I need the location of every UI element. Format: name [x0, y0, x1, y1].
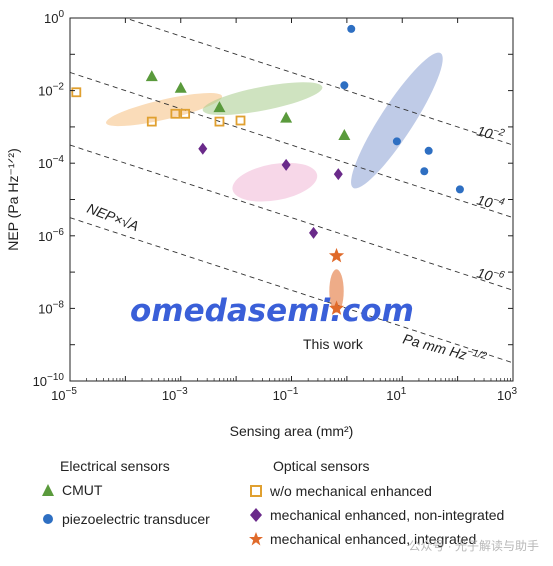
iso-label-2: 10−6	[475, 263, 506, 287]
legend-item-wo: w/o mechanical enhanced	[248, 483, 432, 499]
y-tick-label-1: 10−2	[38, 82, 64, 99]
y-tick-label-2: 10−4	[38, 154, 64, 171]
point-triangle-4	[338, 128, 351, 140]
legend-label-nonint: mechanical enhanced, non-integrated	[270, 507, 505, 523]
point-open-square-0	[71, 87, 82, 98]
y-tick-label-4: 10−8	[38, 299, 64, 316]
point-circle-5	[455, 185, 464, 194]
point-diamond-1	[281, 158, 291, 171]
star-icon	[249, 532, 263, 546]
circle-icon	[43, 514, 53, 524]
x-axis-label: Sensing area (mm²)	[230, 423, 354, 439]
iso-label-1: 10−4	[475, 190, 506, 214]
iso-line-0	[123, 18, 513, 146]
iso-line-3	[70, 217, 513, 364]
legend-item-integ: mechanical enhanced, integrated	[248, 531, 476, 547]
y-tick-label-3: 10−6	[38, 227, 64, 244]
point-star-0	[328, 247, 345, 263]
point-diamond-2	[333, 168, 343, 181]
legend-label-wo: w/o mechanical enhanced	[270, 483, 432, 499]
legend-item-piezo: piezoelectric transducer	[40, 511, 210, 527]
y-tick-label-5: 10−10	[33, 372, 65, 389]
point-open-square-4	[214, 116, 225, 127]
point-circle-4	[424, 146, 433, 155]
point-open-square-1	[146, 116, 157, 127]
region-4	[329, 269, 344, 313]
legend-label-piezo: piezoelectric transducer	[62, 511, 210, 527]
point-open-square-3	[180, 108, 191, 119]
this-work-label: This work	[303, 336, 364, 352]
x-tick-label-1: 10−3	[162, 386, 188, 403]
point-circle-1	[340, 81, 349, 90]
region-2	[351, 52, 443, 189]
legend-header-optical: Optical sensors	[273, 458, 370, 474]
legend-label-integ: mechanical enhanced, integrated	[270, 531, 477, 547]
x-tick-label-2: 10−1	[273, 386, 299, 403]
iso-line-1	[70, 72, 513, 219]
point-circle-2	[392, 137, 401, 146]
point-star-1	[328, 300, 345, 315]
point-triangle-3	[280, 111, 293, 123]
region-3	[232, 162, 318, 202]
open-square-icon	[250, 485, 262, 497]
x-tick-label-4: 103	[497, 386, 517, 403]
point-circle-3	[420, 167, 429, 176]
point-circle-0	[347, 24, 356, 33]
legend-label-cmut: CMUT	[62, 482, 103, 498]
y-axis-label: NEP (Pa Hz⁻¹ᐟ²)	[5, 148, 21, 251]
diamond-icon	[250, 508, 262, 522]
point-open-square-5	[235, 115, 246, 126]
iso-line-2	[70, 144, 513, 291]
point-triangle-1	[174, 81, 187, 93]
legend-item-nonint: mechanical enhanced, non-integrated	[248, 507, 504, 523]
region-1	[202, 82, 323, 116]
iso-label-0: 10−2	[475, 121, 506, 145]
footer-watermark: 公众号 · 光子解读与助手	[408, 539, 539, 553]
x-tick-label-3: 101	[386, 386, 406, 403]
y-tick-label-0: 100	[44, 9, 64, 26]
point-open-square-2	[170, 108, 181, 119]
point-triangle-0	[145, 70, 158, 82]
chart: 10−5 10−3 10−1 101 103 100 10−2 10−4 10−6 10−8 10−…	[5, 9, 517, 439]
point-triangle-2	[213, 101, 226, 113]
watermark-text: omedasemi.com	[130, 293, 414, 329]
x-tick-label-0: 10−5	[51, 386, 77, 403]
legend-header-electrical: Electrical sensors	[60, 458, 170, 474]
point-diamond-3	[309, 226, 319, 239]
triangle-icon	[42, 484, 54, 496]
region-0	[106, 93, 223, 127]
point-diamond-0	[198, 142, 208, 155]
legend-item-cmut: CMUT	[40, 482, 102, 498]
